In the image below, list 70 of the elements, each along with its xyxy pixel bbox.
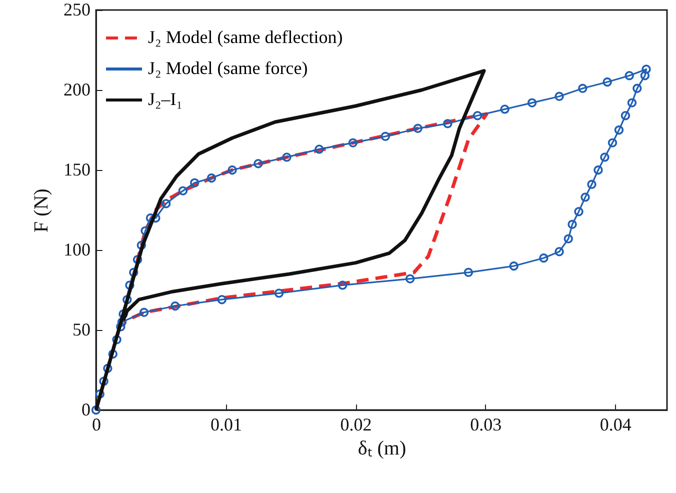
point (108, 349, 118, 359)
point (170, 301, 180, 311)
point (580, 192, 590, 202)
point (95, 389, 104, 399)
point (405, 274, 415, 284)
legend-label: J₂–I₁ (148, 89, 183, 109)
point (568, 220, 577, 229)
point (600, 152, 610, 162)
legend-label: J₂ Model (same deflection) (148, 27, 343, 47)
point (136, 240, 146, 250)
x-tick-label: 0.03 (470, 414, 502, 434)
point (274, 288, 284, 298)
point (640, 71, 650, 80)
point (443, 119, 452, 128)
point (554, 92, 564, 101)
point (632, 84, 642, 93)
point (206, 173, 216, 183)
point (642, 64, 651, 74)
point (624, 71, 634, 80)
point (413, 124, 422, 133)
legend-label: J₂ Model (same force) (148, 58, 308, 78)
point (627, 98, 637, 108)
point (190, 178, 200, 188)
point (574, 207, 584, 216)
point (594, 165, 603, 175)
point (103, 364, 112, 373)
point (99, 376, 108, 386)
y-axis-title: F (N) (30, 188, 52, 232)
point (132, 255, 142, 264)
point (614, 125, 624, 135)
point (282, 152, 292, 162)
x-axis-title: δₜ (m) (358, 438, 406, 460)
y-tick-label: 250 (64, 0, 90, 20)
point (129, 268, 138, 277)
x-tick-label: 0.01 (210, 414, 242, 434)
point (217, 295, 226, 304)
y-tick-label: 150 (64, 160, 90, 180)
point (500, 104, 510, 114)
y-tick-label: 0 (82, 400, 90, 420)
x-tick-label: 0.04 (600, 414, 632, 434)
point (587, 180, 596, 189)
point (554, 247, 564, 256)
point (620, 111, 630, 120)
point (564, 234, 573, 244)
point (338, 280, 348, 290)
point (125, 280, 134, 290)
point (527, 98, 537, 108)
point (116, 322, 126, 332)
point (314, 144, 324, 154)
point (122, 295, 132, 304)
point (254, 159, 263, 168)
point (578, 84, 588, 93)
point (464, 268, 474, 277)
point (112, 335, 122, 344)
y-tick-label: 200 (64, 80, 90, 100)
point (151, 213, 160, 223)
point (380, 132, 390, 141)
point (472, 111, 482, 120)
point (348, 138, 358, 148)
y-tick-label: 100 (64, 240, 90, 260)
point (608, 138, 618, 148)
point (228, 165, 237, 175)
point (602, 77, 612, 87)
point (509, 261, 518, 271)
point (539, 253, 548, 263)
point (178, 186, 188, 196)
point (139, 308, 149, 317)
point (161, 199, 171, 208)
x-tick-label: 0.02 (340, 414, 372, 434)
y-tick-label: 50 (72, 320, 90, 340)
